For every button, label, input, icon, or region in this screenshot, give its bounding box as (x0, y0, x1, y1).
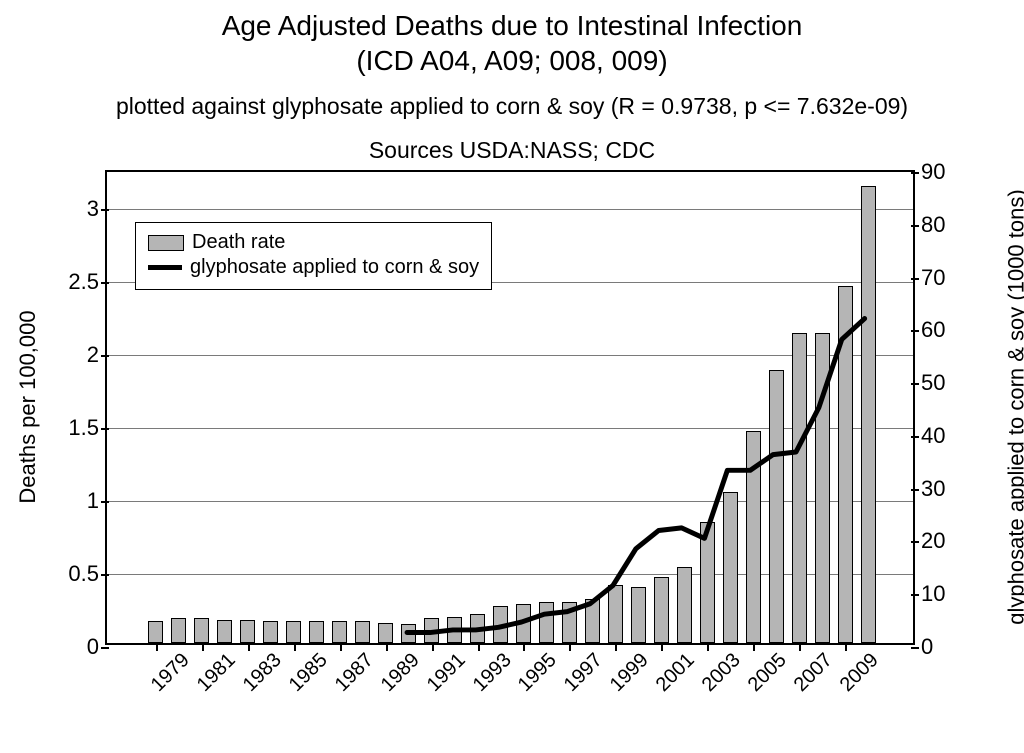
y-left-tick-label: 3 (87, 196, 107, 222)
y-left-tick-label: 2 (87, 342, 107, 368)
title-line-1: Age Adjusted Deaths due to Intestinal In… (0, 8, 1024, 43)
title-line-2: (ICD A04, A09; 008, 009) (0, 43, 1024, 78)
x-tick-mark (478, 643, 480, 651)
subtitle-line-1: plotted against glyphosate applied to co… (0, 92, 1024, 122)
x-tick-label: 2007 (790, 649, 838, 697)
x-tick-label: 1985 (284, 649, 332, 697)
x-tick-mark (661, 643, 663, 651)
legend-swatch-bar (148, 235, 184, 251)
y-right-tick-label: 40 (913, 423, 945, 449)
legend-item: Death rate (148, 231, 479, 254)
x-tick-mark (799, 643, 801, 651)
y-right-tick-label: 30 (913, 476, 945, 502)
x-tick-label: 1981 (192, 649, 240, 697)
x-tick-label: 2009 (836, 649, 884, 697)
y-right-tick-label: 90 (913, 159, 945, 185)
x-tick-mark (340, 643, 342, 651)
x-tick-mark (707, 643, 709, 651)
x-tick-label: 2003 (698, 649, 746, 697)
legend: Death rateglyphosate applied to corn & s… (135, 222, 492, 290)
x-tick-mark (202, 643, 204, 651)
y-right-tick-label: 80 (913, 212, 945, 238)
y-left-tick-label: 1 (87, 488, 107, 514)
y-right-tick-label: 60 (913, 317, 945, 343)
x-tick-label: 1983 (238, 649, 286, 697)
x-tick-label: 2001 (652, 649, 700, 697)
x-tick-mark (156, 643, 158, 651)
y-left-tick-label: 1.5 (68, 415, 107, 441)
x-tick-label: 1979 (146, 649, 194, 697)
x-tick-label: 1999 (606, 649, 654, 697)
chart-titles: Age Adjusted Deaths due to Intestinal In… (0, 0, 1024, 166)
y-right-tick-label: 70 (913, 265, 945, 291)
x-tick-label: 1993 (468, 649, 516, 697)
y-right-tick-label: 50 (913, 370, 945, 396)
y-right-tick-label: 10 (913, 581, 945, 607)
x-tick-label: 1997 (560, 649, 608, 697)
x-tick-mark (432, 643, 434, 651)
x-tick-mark (615, 643, 617, 651)
x-tick-mark (569, 643, 571, 651)
x-tick-label: 1995 (514, 649, 562, 697)
y-axis-right-label: glyphosate applied to corn & soy (1000 t… (1003, 189, 1024, 624)
y-right-tick-label: 0 (913, 634, 933, 660)
legend-swatch-line (148, 265, 182, 270)
legend-item: glyphosate applied to corn & soy (148, 256, 479, 279)
y-right-tick-label: 20 (913, 528, 945, 554)
y-left-tick-label: 0.5 (68, 561, 107, 587)
x-tick-label: 1991 (422, 649, 470, 697)
x-tick-mark (753, 643, 755, 651)
y-axis-left-label: Deaths per 100,000 (15, 310, 41, 503)
y-left-tick-label: 0 (87, 634, 107, 660)
plot-area: 00.511.522.53010203040506070809019791981… (105, 170, 915, 645)
x-tick-mark (523, 643, 525, 651)
legend-label: Death rate (192, 231, 285, 254)
x-tick-label: 2005 (744, 649, 792, 697)
subtitle-line-2: Sources USDA:NASS; CDC (0, 136, 1024, 166)
x-tick-mark (294, 643, 296, 651)
x-tick-mark (386, 643, 388, 651)
x-tick-mark (248, 643, 250, 651)
x-tick-label: 1989 (376, 649, 424, 697)
legend-label: glyphosate applied to corn & soy (190, 256, 479, 279)
x-tick-mark (845, 643, 847, 651)
x-tick-label: 1987 (330, 649, 378, 697)
y-left-tick-label: 2.5 (68, 269, 107, 295)
